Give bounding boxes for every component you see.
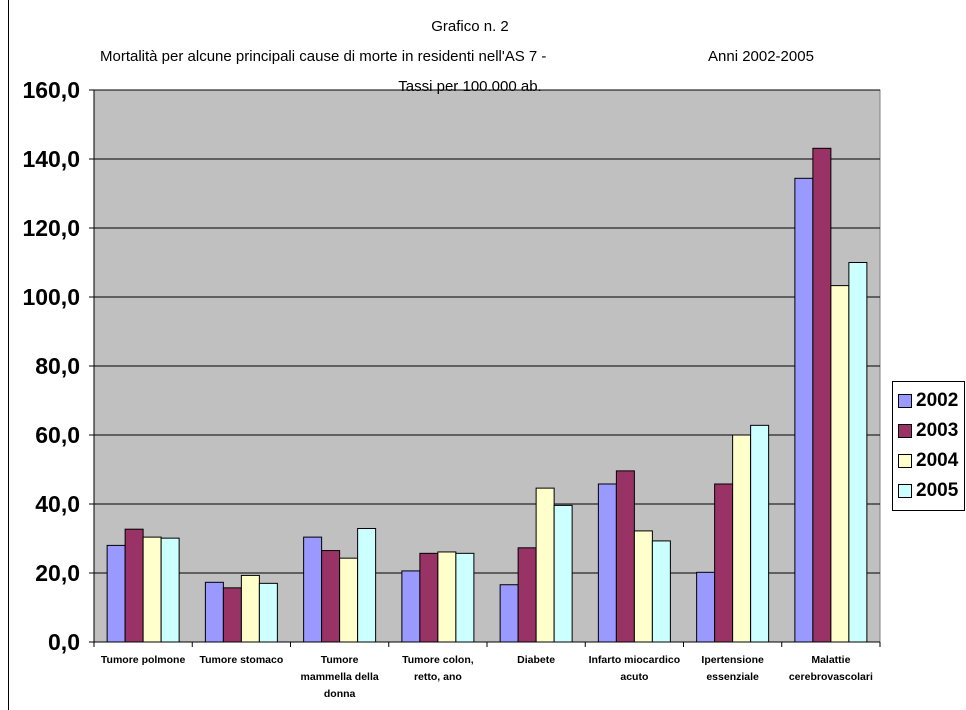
x-tick-label: Ipertensione [701, 654, 764, 666]
legend-label: 2004 [916, 450, 959, 471]
x-tick-label: Infarto miocardico [589, 654, 681, 666]
y-tick-label: 40,0 [35, 491, 80, 517]
bar [303, 536, 323, 643]
bar [830, 285, 850, 643]
x-tick-label: Tumore polmone [101, 654, 186, 666]
bar [204, 581, 224, 643]
bar [339, 557, 359, 643]
chart-title: Grafico n. 2 [431, 18, 509, 35]
bar [714, 483, 734, 643]
bar [597, 483, 617, 643]
bar [848, 262, 868, 643]
y-tick-label: 0,0 [48, 629, 80, 655]
bar [240, 574, 260, 643]
y-tick-label: 100,0 [22, 284, 80, 310]
legend-item: 2002 [898, 386, 964, 416]
x-tick-label: Tumore [321, 654, 359, 666]
legend-swatch [898, 394, 912, 408]
x-tick-label: mammella della [301, 671, 379, 683]
chart-units: Tassi per 100.000 ab. [398, 78, 542, 95]
bar [517, 547, 537, 643]
legend-item: 2003 [898, 416, 964, 446]
bar [615, 470, 635, 643]
bar [401, 570, 421, 643]
bar [160, 537, 180, 643]
legend-item: 2004 [898, 446, 964, 476]
bar [357, 527, 377, 643]
bar [812, 147, 832, 643]
x-tick-label: Diabete [517, 654, 555, 666]
x-tick-label: donna [324, 688, 356, 700]
bar [124, 528, 144, 643]
bar [750, 424, 770, 643]
y-tick-label: 20,0 [35, 560, 80, 586]
bar [258, 582, 278, 643]
bar [142, 536, 162, 643]
bar [553, 504, 573, 643]
y-tick-label: 60,0 [35, 422, 80, 448]
bar [633, 530, 653, 643]
legend-label: 2003 [916, 420, 959, 441]
x-tick-label: cerebrovascolari [789, 671, 873, 683]
bar [437, 551, 457, 643]
legend-item: 2005 [898, 476, 964, 506]
y-tick-label: 140,0 [22, 146, 80, 172]
legend-label: 2002 [916, 390, 959, 411]
x-tick-label: Tumore stomaco [199, 654, 283, 666]
bar [794, 177, 814, 643]
legend-label: 2005 [916, 480, 959, 501]
bar [455, 552, 475, 643]
bar [321, 550, 341, 643]
x-tick-label: Malattie [811, 654, 850, 666]
bar [696, 571, 716, 643]
chart-frame [8, 0, 958, 710]
legend: 2002 2003 2004 2005 [892, 381, 965, 511]
y-tick-label: 80,0 [35, 353, 80, 379]
x-tick-label: Tumore colon, [402, 654, 474, 666]
chart-period: Anni 2002-2005 [708, 48, 814, 65]
y-tick-label: 160,0 [22, 77, 80, 103]
bar [419, 552, 439, 643]
y-tick-label: 120,0 [22, 215, 80, 241]
bar [499, 584, 519, 643]
bar [535, 487, 555, 643]
legend-swatch [898, 424, 912, 438]
legend-swatch [898, 484, 912, 498]
bar [651, 540, 671, 643]
bar [106, 544, 126, 643]
bar [222, 587, 242, 643]
x-tick-label: retto, ano [414, 671, 462, 683]
bar [732, 434, 752, 643]
chart-subtitle: Mortalità per alcune principali cause di… [100, 48, 547, 65]
x-tick-label: acuto [620, 671, 648, 683]
legend-swatch [898, 454, 912, 468]
x-tick-label: essenziale [706, 671, 759, 683]
